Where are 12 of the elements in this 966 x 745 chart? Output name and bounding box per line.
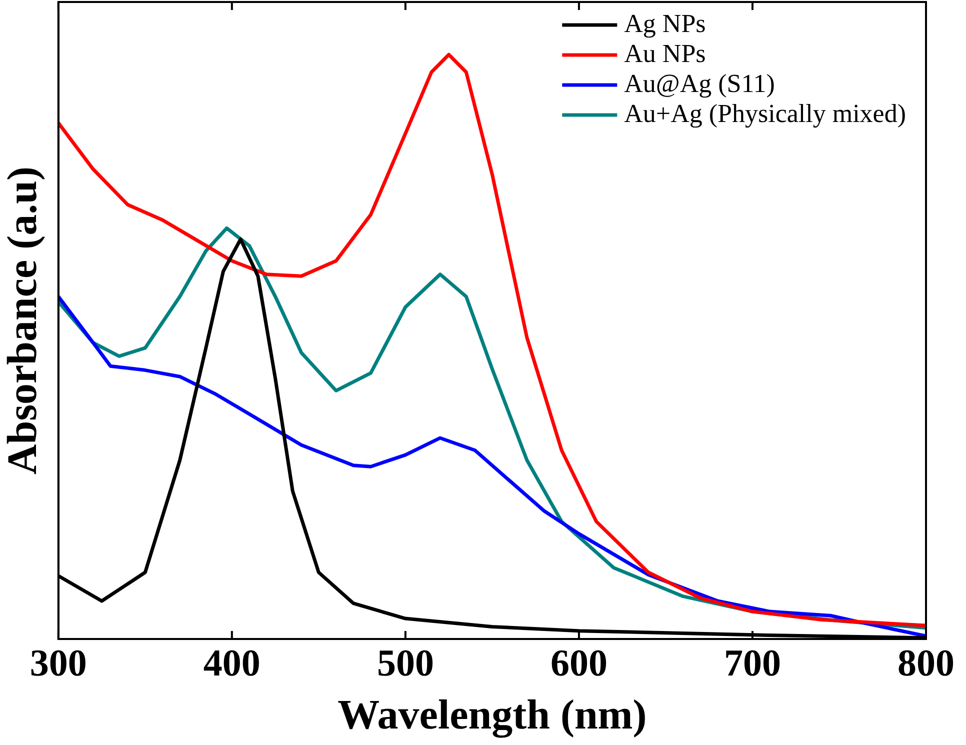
legend-label: Ag NPs (624, 8, 706, 38)
x-tick-label: 400 (203, 642, 260, 685)
legend-label: Au@Ag (S11) (624, 68, 775, 98)
x-axis-title: Wavelength (nm) (338, 692, 647, 739)
x-tick-label: 800 (898, 642, 954, 685)
x-tick-label: 500 (376, 642, 434, 685)
legend-label: Au NPs (624, 38, 706, 68)
x-tick-label: 700 (724, 642, 781, 685)
legend-label: Au+Ag (Physically mixed) (624, 98, 906, 128)
x-tick-label: 600 (550, 642, 608, 685)
y-axis-title: Absorbance (a.u) (0, 166, 46, 475)
x-tick-label: 300 (30, 642, 87, 685)
